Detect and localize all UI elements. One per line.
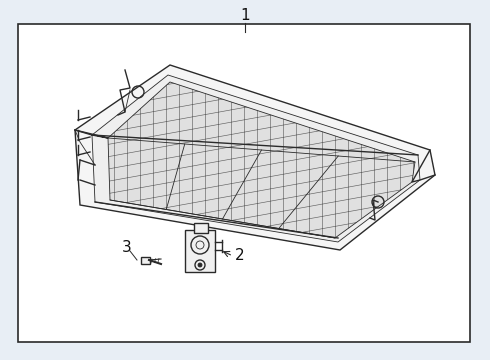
Text: 2: 2 (235, 248, 245, 264)
FancyBboxPatch shape (194, 223, 208, 233)
Polygon shape (108, 82, 415, 238)
Polygon shape (92, 75, 420, 242)
FancyBboxPatch shape (18, 24, 470, 342)
Circle shape (198, 263, 202, 267)
FancyBboxPatch shape (141, 256, 149, 264)
Polygon shape (75, 65, 435, 250)
Polygon shape (185, 230, 215, 272)
Text: 1: 1 (240, 8, 250, 23)
Text: 3: 3 (122, 240, 132, 256)
